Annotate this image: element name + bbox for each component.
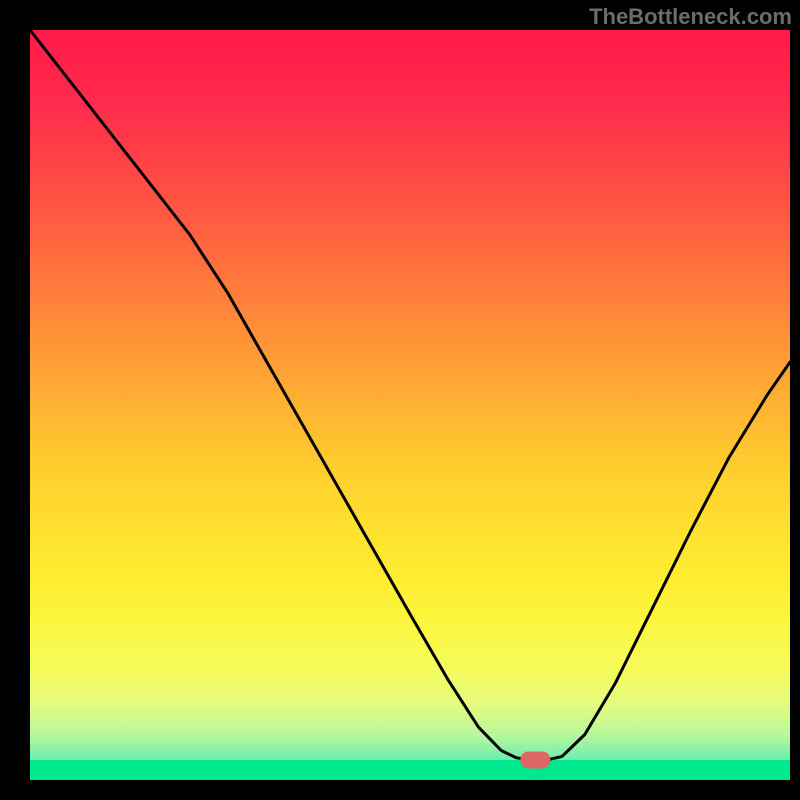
gradient-background <box>30 30 790 780</box>
optimal-marker <box>520 752 550 769</box>
chart-container: TheBottleneck.com <box>0 0 800 800</box>
watermark-text: TheBottleneck.com <box>589 4 792 30</box>
bottleneck-chart <box>0 0 800 800</box>
bottom-green-band <box>30 760 790 780</box>
